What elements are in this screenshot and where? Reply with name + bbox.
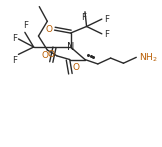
Text: F: F <box>12 34 17 43</box>
Text: O: O <box>46 25 53 34</box>
Text: F: F <box>81 13 86 22</box>
Text: O: O <box>41 51 48 60</box>
Text: F: F <box>12 56 17 65</box>
Text: F: F <box>104 30 109 39</box>
Text: NH$_2$: NH$_2$ <box>139 51 157 64</box>
Text: O: O <box>73 63 80 72</box>
Text: F: F <box>104 15 109 24</box>
Text: N: N <box>67 42 74 52</box>
Text: O: O <box>48 50 55 59</box>
Text: F: F <box>23 21 28 30</box>
